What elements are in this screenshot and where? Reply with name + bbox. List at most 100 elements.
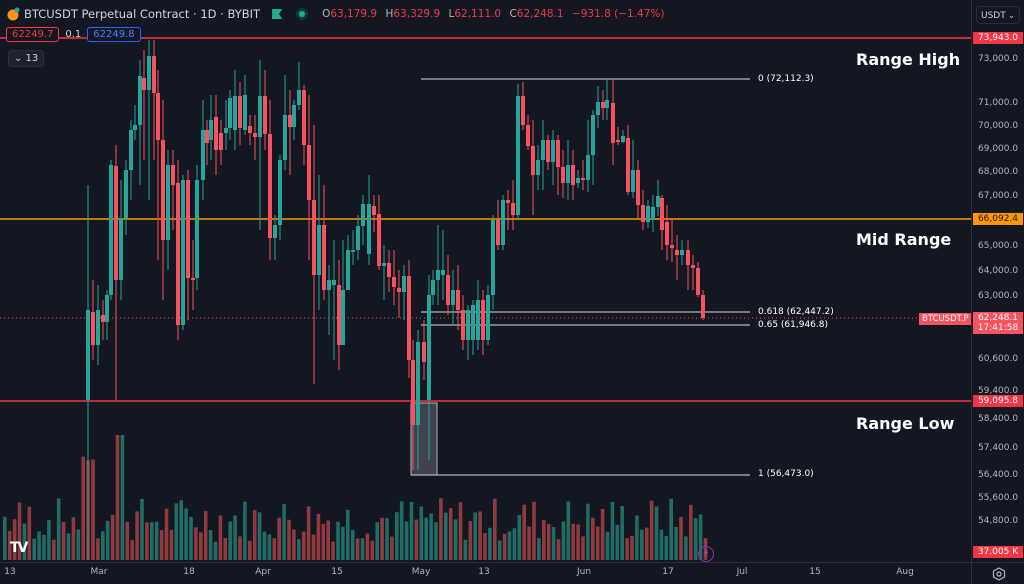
sell-button[interactable]: 62249.7 [6,27,60,42]
candle-body [616,140,620,142]
range-high-annotation[interactable]: Range High [856,50,961,69]
close-value: 62,248.1 [516,8,564,20]
volume-bar [546,523,551,560]
candle-body [152,56,156,93]
candle-body [332,280,336,285]
volume-bar [42,534,46,560]
candle-body [481,300,485,340]
volume-bar [537,538,541,560]
volume-bar [439,498,443,560]
high-key: H [385,8,394,20]
price-axis-label: 56,400.0 [978,470,1019,480]
candle-body [611,103,615,143]
volume-bar [267,534,272,560]
volume-bar [488,527,492,560]
candle-body [436,270,440,280]
candle-body [101,315,105,322]
candle-body [351,250,355,252]
volume-bar [365,533,370,560]
volume-bar [47,520,51,560]
candle-body [451,290,455,305]
candle-body [138,76,142,125]
candle-body [491,220,495,295]
candle-body [228,98,232,128]
ohlc-values: O63,179.9 H63,329.9 L62,111.0 C62,248.1 … [322,8,669,20]
volume-bar [233,515,237,560]
symbol-title[interactable]: BTCUSDT Perpetual Contract · 1D · BYBIT [24,7,261,21]
btc-logo-icon [7,7,20,21]
price-axis[interactable]: USDT ⌄ 73,000.0 71,000.0 70,000.0 69,000.0 6… [971,0,1024,562]
candle-body [541,140,545,160]
candle-body [446,275,450,305]
volume-bar [591,517,595,560]
candle-body [156,93,160,140]
candle-body [486,295,490,340]
candle-body [621,136,625,142]
volume-bar [483,533,487,560]
volume-bar [199,532,203,560]
price-axis-label: 70,000.0 [978,121,1019,131]
range-low-annotation[interactable]: Range Low [856,414,955,433]
volume-bar [458,502,463,560]
chart-area[interactable]: BTCUSDT Perpetual Contract · 1D · BYBIT … [0,0,972,562]
candle-body [441,270,445,275]
volume-bar [698,514,703,560]
volume-bar [380,517,384,560]
volume-bar [272,538,277,560]
settings-hexagon-icon [992,566,1005,581]
volume-bar [684,536,688,560]
buy-button[interactable]: 62249.8 [87,27,141,42]
candle-body [551,140,555,162]
candle-body [171,165,175,185]
candle-body [86,310,90,400]
candle-body [422,342,426,362]
volume-bar [248,540,252,560]
candle-body [636,170,640,205]
volume-bar [37,531,41,560]
candle-body [129,130,133,170]
price-axis-label: 59,400.0 [978,386,1019,396]
low-key: L [448,8,455,20]
candle-body [161,140,165,240]
candle-body [382,263,386,266]
mid-range-annotation[interactable]: Mid Range [856,230,952,249]
candle-body [536,160,540,175]
candle-body [641,205,645,222]
price-axis-label: 73,000.0 [978,54,1019,64]
volume-bar [120,435,125,560]
candle-body [268,134,272,238]
chart-settings-button[interactable] [971,562,1024,584]
volume-bar [468,521,473,560]
candle-body [680,250,684,255]
candle-body [701,295,705,318]
candle-body [626,138,630,192]
tradingview-logo[interactable]: TV [10,540,28,556]
volume-bar [453,519,458,560]
volume-bar [527,526,531,560]
candle-body [214,117,218,150]
candle-body [91,312,95,345]
volume-bar [512,528,517,560]
countdown-tag: 17:41:58 [973,322,1023,334]
candle-body [670,245,674,248]
candle-body [195,180,199,278]
candle-body [288,115,292,127]
time-axis-label: 15 [809,567,821,577]
volume-bar [620,505,624,560]
candle-body [506,200,510,203]
candle-body [341,290,345,345]
candle-body [601,102,605,108]
low-value: 62,111.0 [454,8,502,20]
candle-body [367,204,371,254]
price-axis-label: 71,000.0 [978,98,1019,108]
time-axis[interactable]: 13 Mar 18 Apr 15 May 13 Jun 17 Jul 15 Aug [0,562,971,584]
volume-bar [679,517,683,560]
volume-bar [497,540,502,560]
currency-select[interactable]: USDT ⌄ [976,6,1020,24]
lightning-icon[interactable]: ⚡ [698,546,714,562]
volume-bar [610,502,615,560]
volume-bar [360,538,365,560]
indicators-toggle-button[interactable]: ⌄ 13 [8,50,45,67]
volume-bar [625,538,629,560]
candlestick-chart[interactable] [0,0,971,562]
